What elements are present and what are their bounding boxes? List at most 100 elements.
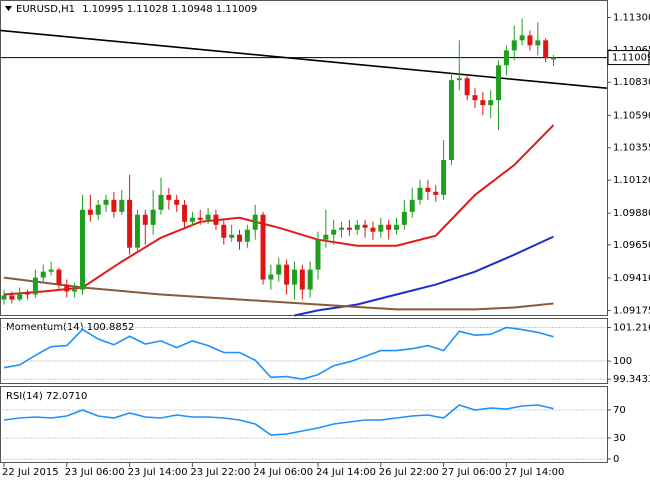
last-price-label: 1.11009 xyxy=(612,53,650,64)
candle-body xyxy=(433,191,439,195)
candle-body xyxy=(354,224,360,230)
candle-body xyxy=(72,289,78,292)
candle-body xyxy=(417,187,423,200)
candle-body xyxy=(543,40,549,59)
y-tick-label: 1.09650 xyxy=(613,240,650,251)
candle-body xyxy=(103,199,109,205)
candle-body xyxy=(174,199,180,205)
x-tick-label: 24 Jul 06:00 xyxy=(253,467,313,478)
candle-body xyxy=(284,264,290,285)
last-price-box xyxy=(607,50,650,66)
main-panel xyxy=(0,0,608,316)
x-tick-label: 22 Jul 2015 xyxy=(2,467,59,478)
candle-body xyxy=(519,35,525,41)
candle-body xyxy=(17,292,23,300)
candle-body xyxy=(425,187,431,192)
y-tick-label: 1.10830 xyxy=(613,77,650,88)
close-price: 1.11009 xyxy=(216,4,257,15)
y-tick-label: 100 xyxy=(613,356,632,367)
candle-body xyxy=(456,78,462,81)
candle-body xyxy=(401,211,407,225)
candle-body xyxy=(511,40,517,51)
candle-body xyxy=(158,194,164,210)
candle-body xyxy=(409,199,415,212)
candle-body xyxy=(111,199,117,212)
candle-body xyxy=(9,295,15,300)
candle-body xyxy=(331,229,337,235)
candle-body xyxy=(244,229,250,242)
rsi-value: 72.0710 xyxy=(46,391,87,402)
y-tick-label: 70 xyxy=(613,405,626,416)
candle-body xyxy=(260,214,266,280)
candle-body xyxy=(127,199,133,248)
open-price: 1.10995 xyxy=(82,4,123,15)
candle-body xyxy=(119,199,125,212)
candle-body xyxy=(56,269,62,285)
candle-body xyxy=(378,224,384,232)
rsi-name: RSI(14) xyxy=(6,391,43,402)
x-tick-label: 23 Jul 06:00 xyxy=(65,467,125,478)
candle-body xyxy=(87,209,93,215)
candle-body xyxy=(551,57,556,60)
candle-body xyxy=(496,65,502,101)
candle-body xyxy=(299,269,305,290)
candle-body xyxy=(535,40,541,46)
candle-body xyxy=(394,224,399,230)
y-tick-label: 101.2162 xyxy=(613,323,650,334)
candle-body xyxy=(40,271,46,278)
rsi-label: RSI(14) 72.0710 xyxy=(6,391,87,402)
candle-body xyxy=(48,269,54,272)
candle-body xyxy=(464,78,470,96)
candle-body xyxy=(276,264,282,275)
momentum-value: 100.8852 xyxy=(87,322,135,333)
candle-body xyxy=(95,204,101,215)
candle-body xyxy=(268,274,274,280)
momentum-panel xyxy=(0,318,608,384)
candle-body xyxy=(370,227,376,232)
candle-body xyxy=(32,277,38,295)
candle-body xyxy=(307,269,313,290)
candle-body xyxy=(1,295,7,300)
candle-body xyxy=(229,234,235,238)
indicator-line xyxy=(3,326,554,381)
y-tick-label: 1.11300 xyxy=(613,12,650,23)
x-tick-label: 26 Jul 22:00 xyxy=(379,467,439,478)
candle-body xyxy=(134,214,140,248)
candle-body xyxy=(213,214,219,225)
menu-arrow[interactable] xyxy=(5,6,12,11)
y-tick-label: 1.10355 xyxy=(613,143,650,154)
x-tick-label: 27 Jul 06:00 xyxy=(442,467,502,478)
y-tick-label: 1.09880 xyxy=(613,208,650,219)
symbol: EURUSD,H1 xyxy=(16,4,75,15)
x-tick-label: 23 Jul 14:00 xyxy=(128,467,188,478)
candle-body xyxy=(189,217,195,222)
indicator-line xyxy=(3,404,554,436)
y-tick-label: 30 xyxy=(613,433,626,444)
candle-body xyxy=(166,194,172,200)
candle-body xyxy=(323,234,329,240)
x-tick-label: 27 Jul 14:00 xyxy=(504,467,564,478)
moving-average xyxy=(3,124,555,296)
candle-body xyxy=(237,234,242,242)
candle-body xyxy=(472,95,478,101)
y-tick-label: 1.09410 xyxy=(613,273,650,284)
momentum-label: Momentum(14) 100.8852 xyxy=(6,322,134,333)
y-tick-label: 1.09175 xyxy=(613,305,650,316)
candle-body xyxy=(386,224,392,230)
chart-header: EURUSD,H1 1.10995 1.11028 1.10948 1.1100… xyxy=(16,4,257,15)
candle-body xyxy=(150,209,156,225)
candle-body xyxy=(441,159,447,195)
candle-body xyxy=(182,204,188,222)
y-tick-label: 0 xyxy=(613,454,619,465)
x-tick-label: 23 Jul 22:00 xyxy=(190,467,250,478)
moving-average xyxy=(294,235,554,317)
trendline xyxy=(0,29,607,89)
candle-body xyxy=(527,35,533,46)
high-price: 1.11028 xyxy=(127,4,168,15)
y-tick-label: 1.10120 xyxy=(613,175,650,186)
candle-body xyxy=(252,214,258,230)
y-tick-label: 1.10590 xyxy=(613,110,650,121)
candle-body xyxy=(362,224,368,228)
candle-body xyxy=(142,214,148,225)
